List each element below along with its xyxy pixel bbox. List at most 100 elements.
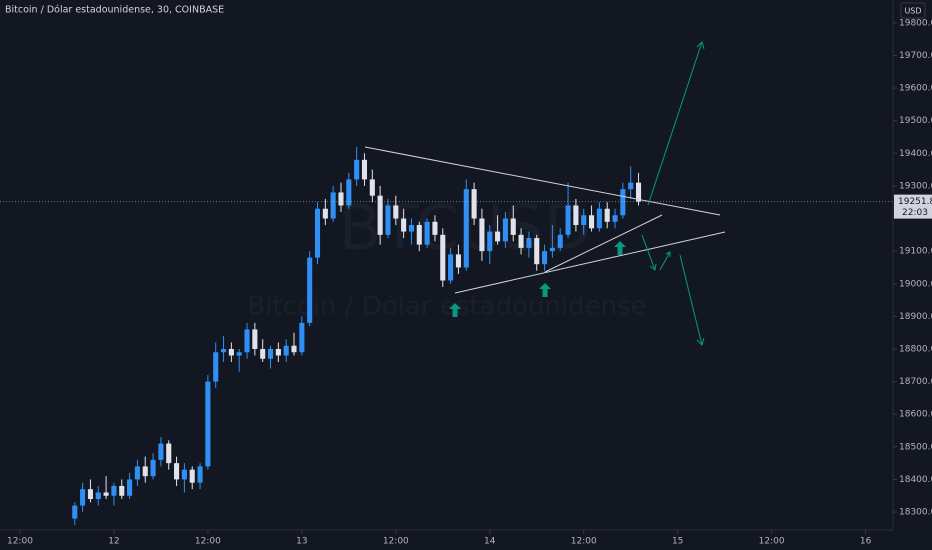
candle-body bbox=[432, 221, 438, 235]
candle-body bbox=[314, 208, 321, 258]
candle-body bbox=[166, 443, 172, 464]
candle-body bbox=[393, 205, 399, 219]
candle-body bbox=[87, 489, 93, 500]
lower-trendline bbox=[454, 231, 726, 294]
candle-body bbox=[502, 218, 508, 242]
candle-body bbox=[103, 492, 109, 496]
y-tick-label: 18300.00 bbox=[899, 508, 932, 518]
projection-arrows bbox=[641, 41, 705, 346]
y-tick-label: 19400.00 bbox=[899, 149, 932, 159]
candle-body bbox=[236, 352, 242, 356]
y-tick-label: 18500.00 bbox=[899, 442, 932, 452]
candle-body bbox=[134, 466, 140, 480]
candle-body bbox=[385, 205, 391, 235]
candle-body bbox=[150, 459, 156, 477]
up-marker bbox=[614, 241, 626, 255]
y-tick-label: 18600.00 bbox=[899, 410, 932, 420]
candle-body bbox=[291, 345, 297, 353]
candle-body bbox=[244, 329, 250, 353]
candle-body bbox=[479, 218, 485, 252]
candle-body bbox=[510, 218, 516, 235]
last-price-box bbox=[894, 194, 932, 219]
candle-body bbox=[495, 231, 501, 242]
candle-body bbox=[573, 205, 579, 226]
candle-body bbox=[283, 345, 289, 356]
candle-body bbox=[72, 505, 78, 519]
y-tick-label: 18400.00 bbox=[899, 475, 932, 485]
arrow-markers bbox=[449, 241, 626, 317]
x-tick-label: 12:00 bbox=[195, 537, 221, 547]
candle-body bbox=[596, 208, 602, 229]
x-tick-label: 12:00 bbox=[759, 537, 785, 547]
arrow-small bbox=[659, 251, 671, 271]
candle-body bbox=[440, 234, 446, 281]
candle-body bbox=[228, 348, 234, 356]
x-tick-label: 12:00 bbox=[7, 537, 33, 547]
y-tick-label: 19800.00 bbox=[899, 18, 932, 28]
candle-body bbox=[628, 182, 634, 190]
x-tick-label: 12:00 bbox=[571, 537, 597, 547]
candle-body bbox=[330, 192, 336, 219]
x-tick-label: 12 bbox=[108, 537, 119, 547]
y-tick-label: 18900.00 bbox=[899, 312, 932, 322]
inner-trendline bbox=[544, 214, 663, 273]
candle-body bbox=[471, 189, 477, 219]
candle-body bbox=[307, 257, 313, 323]
y-tick-label: 19300.00 bbox=[899, 181, 932, 191]
x-tick-label: 12:00 bbox=[383, 537, 409, 547]
x-tick-label: 16 bbox=[860, 537, 872, 547]
candle-body bbox=[549, 247, 555, 252]
candle-body bbox=[205, 381, 211, 467]
y-tick-label: 18700.00 bbox=[899, 377, 932, 387]
candle-body bbox=[127, 479, 133, 496]
countdown-label: 22:03 bbox=[902, 208, 928, 218]
candle-body bbox=[252, 329, 258, 349]
candle-body bbox=[338, 192, 344, 206]
candle-body bbox=[448, 254, 454, 281]
candle-body bbox=[377, 195, 383, 235]
candle-body bbox=[361, 159, 368, 180]
candle-body bbox=[80, 489, 86, 506]
candle-body bbox=[299, 322, 305, 353]
candle-body bbox=[142, 466, 148, 477]
y-tick-label: 19500.00 bbox=[899, 116, 932, 126]
y-tick-label: 18800.00 bbox=[899, 344, 932, 354]
arrow-head bbox=[665, 251, 671, 257]
candle-body bbox=[487, 231, 493, 252]
candle-body bbox=[518, 234, 524, 248]
x-tick-label: 13 bbox=[296, 537, 307, 547]
candle-body bbox=[189, 469, 195, 483]
candle-body bbox=[354, 159, 360, 180]
candle-body bbox=[408, 225, 415, 232]
up-marker bbox=[539, 283, 551, 297]
candle-body bbox=[589, 215, 595, 229]
candle-body bbox=[111, 485, 117, 496]
x-tick-label: 14 bbox=[484, 537, 496, 547]
candle-body bbox=[534, 238, 540, 265]
candle-body bbox=[463, 189, 469, 268]
chart-title: Bitcoin / Dólar estadounidense, 30, COIN… bbox=[5, 5, 224, 16]
arrow-down bbox=[679, 254, 703, 346]
candle-body bbox=[526, 238, 532, 248]
candle-body bbox=[119, 485, 125, 496]
y-tick-label: 19000.00 bbox=[899, 279, 932, 289]
candle-body bbox=[455, 254, 461, 268]
candle-body bbox=[424, 221, 430, 245]
candle-body bbox=[213, 352, 219, 382]
candle-body bbox=[565, 205, 571, 235]
x-tick-label: 15 bbox=[672, 537, 683, 547]
arrow-head bbox=[696, 337, 705, 346]
candle-body bbox=[275, 348, 281, 356]
candle-body bbox=[174, 463, 180, 480]
candle-body bbox=[346, 179, 352, 206]
candle-body bbox=[620, 189, 626, 216]
last-price-label: 19251.88 bbox=[898, 197, 932, 207]
currency-label[interactable]: USD bbox=[904, 7, 921, 16]
candle-body bbox=[557, 234, 563, 248]
up-marker bbox=[449, 303, 461, 317]
candle-body bbox=[220, 348, 227, 353]
y-tick-label: 19700.00 bbox=[899, 51, 932, 61]
upper-trendline bbox=[364, 146, 721, 216]
currency-button[interactable] bbox=[900, 2, 926, 19]
